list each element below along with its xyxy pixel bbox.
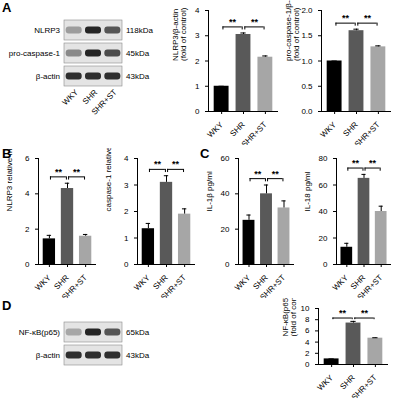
svg-text:118kDa: 118kDa [126, 26, 154, 35]
svg-text:**: ** [172, 159, 180, 169]
svg-text:0.5: 0.5 [301, 82, 313, 91]
svg-text:WKY: WKY [233, 273, 253, 293]
svg-text:NLRP3: NLRP3 [34, 26, 60, 35]
svg-text:4: 4 [305, 338, 310, 347]
svg-text:20: 20 [221, 225, 230, 234]
svg-text:WKY: WKY [331, 273, 351, 293]
svg-text:60: 60 [319, 181, 328, 190]
svg-text:1.5: 1.5 [301, 31, 313, 40]
svg-text:0: 0 [25, 260, 30, 269]
svg-text:6: 6 [25, 154, 30, 163]
svg-text:WKY: WKY [33, 273, 53, 293]
svg-text:**: ** [369, 158, 377, 168]
svg-text:WKY: WKY [316, 373, 336, 393]
svg-text:4: 4 [25, 189, 30, 198]
svg-text:NF-κB(p65): NF-κB(p65) [19, 328, 61, 337]
svg-text:SHR+ST: SHR+ST [240, 120, 269, 145]
svg-text:SHR+ST: SHR+ST [60, 273, 89, 298]
svg-text:45kDa: 45kDa [126, 49, 150, 58]
svg-text:**: ** [339, 308, 347, 318]
svg-text:**: ** [55, 167, 63, 177]
svg-text:β-actin: β-actin [36, 351, 60, 360]
svg-text:NLRP3/β-actin(fold of control): NLRP3/β-actin(fold of control) [171, 7, 188, 61]
svg-text:SHR: SHR [228, 120, 246, 138]
svg-text:1: 1 [195, 82, 200, 91]
svg-text:43kDa: 43kDa [126, 72, 150, 81]
svg-text:2: 2 [25, 225, 30, 234]
svg-text:WKY: WKY [319, 120, 339, 140]
svg-text:**: ** [342, 13, 350, 23]
svg-text:3: 3 [124, 181, 129, 190]
svg-text:2.0: 2.0 [301, 6, 313, 15]
svg-text:pro-caspase-1/β-actin(fold of: pro-caspase-1/β-actin(fold of control) [284, 0, 301, 61]
svg-text:SHR: SHR [341, 120, 359, 138]
svg-text:20: 20 [319, 234, 328, 243]
svg-text:SHR+ST: SHR+ST [356, 273, 385, 298]
svg-text:IL-1β pg/ml: IL-1β pg/ml [205, 171, 214, 211]
svg-text:**: ** [73, 167, 81, 177]
svg-text:SHR+ST: SHR+ST [159, 273, 188, 298]
svg-text:3: 3 [195, 31, 200, 40]
svg-text:2: 2 [305, 349, 310, 358]
svg-text:**: ** [251, 17, 259, 27]
svg-text:**: ** [154, 159, 162, 169]
svg-text:WKY: WKY [61, 87, 81, 107]
svg-text:**: ** [254, 169, 262, 179]
svg-text:40: 40 [319, 207, 328, 216]
svg-text:0.0: 0.0 [301, 107, 313, 116]
svg-text:60: 60 [221, 154, 230, 163]
svg-text:**: ** [364, 13, 372, 23]
svg-text:0: 0 [323, 260, 328, 269]
svg-text:40: 40 [221, 189, 230, 198]
svg-text:10: 10 [301, 304, 310, 313]
svg-text:NF-κB(p65)/β-actin(fold of con: NF-κB(p65)/β-actin(fold of control) [281, 298, 298, 337]
svg-text:2: 2 [124, 207, 129, 216]
svg-text:**: ** [361, 308, 369, 318]
svg-text:65kDa: 65kDa [126, 328, 150, 337]
svg-text:SHR: SHR [338, 373, 356, 391]
svg-text:1.0: 1.0 [301, 57, 313, 66]
svg-text:caspase-1 relative mRNA: caspase-1 relative mRNA [104, 148, 113, 212]
svg-text:4: 4 [195, 6, 200, 15]
svg-text:1: 1 [124, 234, 129, 243]
svg-text:WKY: WKY [206, 120, 226, 140]
svg-text:80: 80 [319, 154, 328, 163]
svg-text:IL-18 pg/ml: IL-18 pg/ml [303, 171, 312, 211]
svg-text:4: 4 [124, 154, 129, 163]
svg-text:2: 2 [195, 57, 200, 66]
svg-text:0: 0 [195, 107, 200, 116]
svg-text:0: 0 [225, 260, 230, 269]
svg-text:0: 0 [124, 260, 129, 269]
svg-text:β-actin: β-actin [36, 72, 60, 81]
svg-text:SHR+ST: SHR+ST [350, 373, 379, 398]
svg-text:0: 0 [305, 360, 310, 369]
svg-text:SHR+ST: SHR+ST [90, 88, 119, 117]
svg-text:43kDa: 43kDa [126, 351, 150, 360]
svg-text:**: ** [272, 169, 280, 179]
svg-text:SHR+ST: SHR+ST [258, 273, 287, 298]
svg-text:6: 6 [305, 326, 310, 335]
svg-text:NLRP3 relative mRNA: NLRP3 relative mRNA [5, 148, 14, 212]
svg-text:pro-caspase-1: pro-caspase-1 [9, 49, 61, 58]
svg-text:**: ** [229, 17, 237, 27]
svg-text:WKY: WKY [132, 273, 152, 293]
svg-text:**: ** [352, 158, 360, 168]
svg-text:SHR+ST: SHR+ST [353, 120, 382, 145]
svg-text:8: 8 [305, 315, 310, 324]
